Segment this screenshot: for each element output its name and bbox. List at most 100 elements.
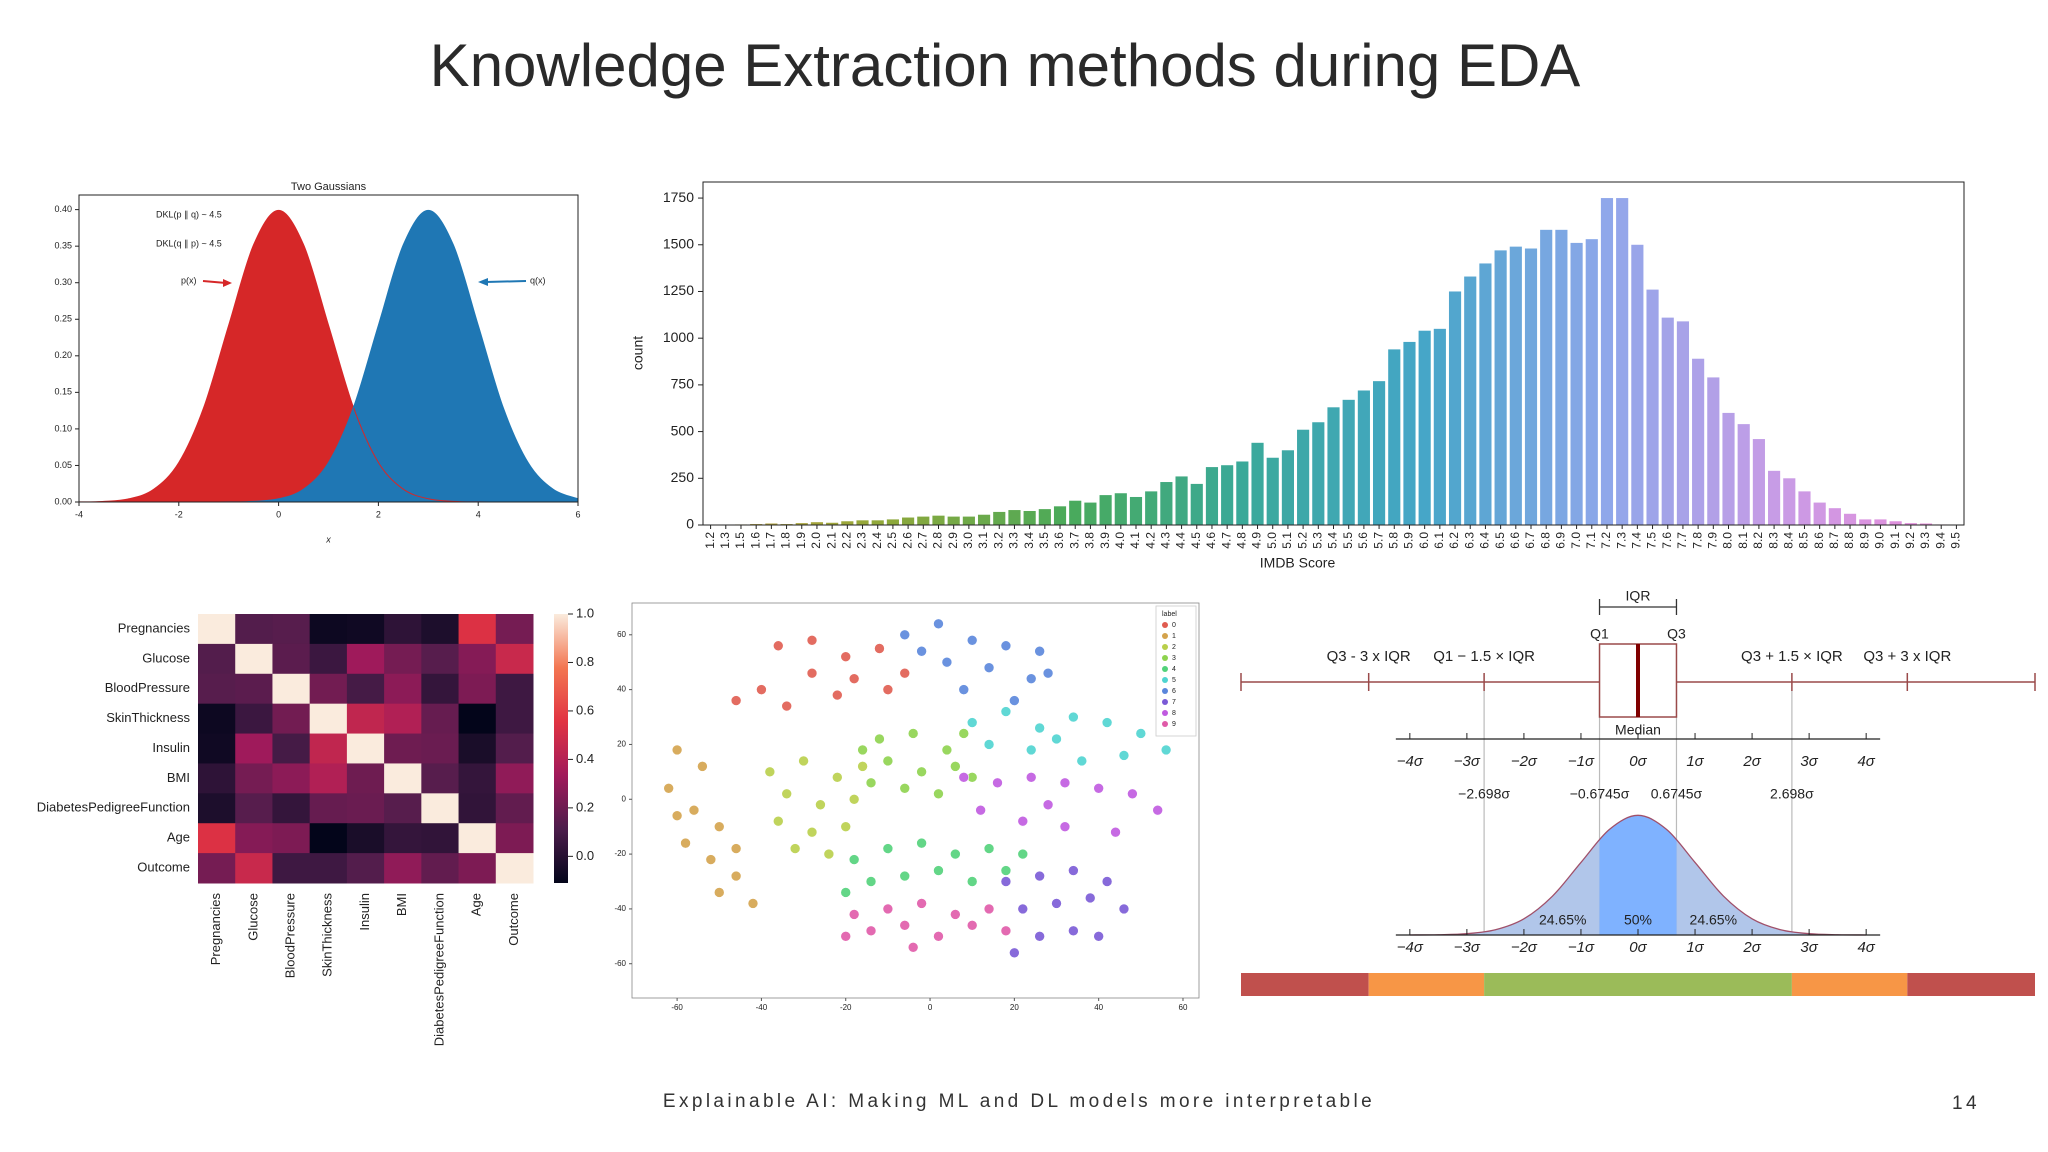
row-label: BloodPressure (105, 680, 190, 695)
column-label: Age (469, 893, 484, 916)
heatmap-cell (458, 673, 497, 705)
sigma-tick-label: 4σ (1857, 753, 1875, 770)
density-curve (1409, 814, 1867, 936)
bar (1479, 263, 1492, 525)
column-label: Insulin (357, 893, 372, 931)
y-tick-label: -60 (614, 959, 626, 968)
point (815, 799, 826, 811)
bar (1919, 523, 1933, 525)
x-tick-label: 8.2 (1751, 532, 1765, 549)
y-tick-label: 0.05 (54, 460, 72, 470)
quartile-label: 2.698σ (1770, 786, 1814, 802)
point (857, 761, 868, 772)
y-axis-label: count (630, 336, 646, 370)
point (730, 843, 742, 854)
heatmap-cell (495, 643, 534, 675)
heatmap-cell (346, 673, 385, 705)
y-tick-label: 750 (671, 376, 695, 392)
heatmap-cell (421, 614, 460, 645)
point (933, 865, 944, 876)
legend-label: 6 (1172, 688, 1176, 695)
plot-frame (702, 181, 1965, 526)
point (1076, 755, 1088, 767)
point (840, 821, 852, 832)
point (882, 684, 894, 695)
y-tick-label: 0.00 (54, 496, 72, 506)
heatmap-cell (458, 763, 497, 794)
bar (1570, 242, 1583, 525)
point (806, 826, 818, 838)
x-tick-label: 5.1 (1280, 532, 1294, 549)
colorbar-tick-label: 1.0 (576, 605, 594, 620)
slide-title: Knowledge Extraction methods during EDA (430, 32, 1581, 99)
quartile-label: −2.698σ (1458, 786, 1510, 802)
point (680, 837, 691, 849)
point (781, 788, 793, 800)
legend-box (1155, 605, 1197, 737)
x-tick-label: 7.8 (1690, 532, 1704, 549)
bar (1631, 244, 1644, 525)
heatmap-cell (198, 763, 236, 794)
bar (1053, 506, 1067, 525)
bar (902, 517, 915, 525)
bar (856, 520, 869, 525)
heatmap-cell (235, 643, 273, 675)
bar (1433, 328, 1446, 525)
point (713, 887, 725, 898)
annotation: p(x) (181, 275, 197, 285)
legend-label: 8 (1172, 710, 1176, 717)
bar (1646, 289, 1659, 525)
point (840, 931, 852, 942)
x-tick-label: 1.5 (733, 532, 747, 549)
point (983, 662, 995, 673)
x-tick-label: 7.2 (1599, 532, 1613, 549)
legend-label: 3 (1172, 655, 1176, 662)
heatmap-cell (309, 853, 348, 884)
point (1118, 903, 1130, 915)
point (933, 788, 944, 800)
x-tick-label: 8.3 (1766, 532, 1780, 549)
point (933, 618, 944, 630)
x-tick-label: 6.1 (1432, 532, 1446, 549)
point (1000, 876, 1012, 887)
point (772, 815, 784, 827)
x-tick-label: 2.8 (931, 532, 945, 549)
bar (977, 514, 991, 525)
arrow-head (478, 278, 488, 286)
bar (1069, 500, 1082, 525)
bar (1327, 407, 1340, 525)
point (671, 744, 683, 756)
point (1034, 870, 1045, 882)
heatmap-cell (421, 733, 460, 764)
heatmap-cell (309, 673, 348, 705)
bar (1843, 513, 1857, 525)
heatmap-cell (235, 673, 273, 705)
x-tick-label: 8.8 (1842, 532, 1856, 549)
x-tick-label: 4.4 (1174, 532, 1188, 549)
x-tick-label: 6.8 (1538, 532, 1552, 549)
x-tick-label: 3.6 (1052, 532, 1066, 549)
heatmap-cell (421, 793, 460, 824)
point (857, 744, 868, 756)
quartile-label: −0.6745σ (1570, 786, 1630, 802)
point (848, 793, 860, 805)
bar (1403, 341, 1416, 525)
heatmap-cell (495, 793, 534, 824)
fence-label: Q3 + 3 x IQR (1863, 648, 1951, 665)
x-tick-label: 5.7 (1371, 532, 1385, 549)
point (882, 843, 894, 854)
area-label: 50% (1624, 912, 1652, 928)
x-tick-label: 1.3 (718, 532, 732, 549)
plot-frame (78, 194, 579, 503)
x-tick-label: 3.5 (1037, 532, 1051, 549)
x-tick-label: 8.6 (1812, 532, 1826, 549)
heatmap-cell (198, 614, 236, 645)
x-tick-label: 7.3 (1614, 532, 1628, 549)
bar (1904, 523, 1917, 525)
sigma-tick-label: 2σ (1742, 753, 1761, 770)
heatmap-cell (235, 823, 273, 854)
x-tick-label: 4.2 (1143, 532, 1157, 549)
q1-label: Q1 (1590, 626, 1609, 642)
arrow (485, 280, 527, 283)
bar (1418, 330, 1431, 525)
